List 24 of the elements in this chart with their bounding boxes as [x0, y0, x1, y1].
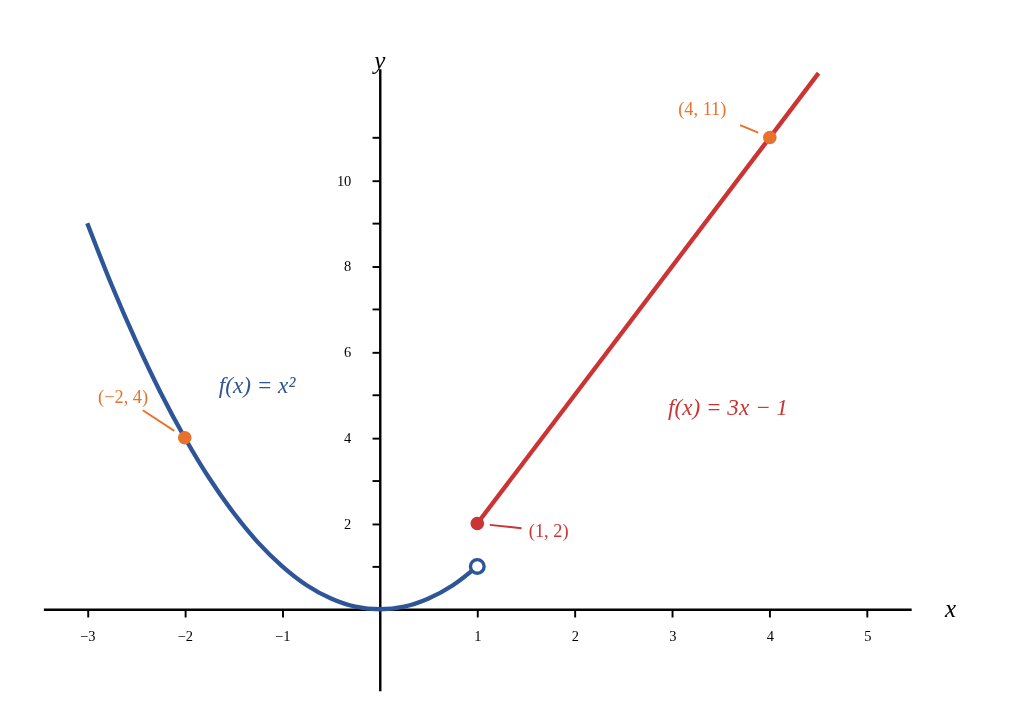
x-tick-label: −3	[80, 627, 96, 644]
point	[468, 557, 486, 575]
y-tick-label: 10	[336, 172, 352, 189]
x-tick-label: 5	[864, 627, 872, 644]
text: f(x) = x²	[218, 372, 297, 399]
point	[177, 430, 192, 445]
x-tick-label: 2	[571, 627, 579, 644]
x-tick-label: 3	[669, 627, 677, 644]
y-tick-label: 4	[344, 430, 352, 447]
x-tick-label: 1	[474, 627, 482, 644]
x-axis-title: x	[943, 595, 957, 622]
y-tick-label: 8	[344, 258, 352, 275]
text: f(x) = 3x − 1	[668, 393, 788, 420]
point	[470, 516, 485, 531]
annotation: (4, 11)	[678, 99, 727, 121]
y-tick-label: 2	[344, 515, 352, 532]
y-tick-label: 6	[344, 344, 352, 361]
annotation: (1, 2)	[528, 521, 569, 542]
x-tick-label: 4	[766, 627, 774, 644]
x-tick-label: −2	[177, 627, 193, 644]
annotation: (−2, 4)	[98, 387, 149, 409]
point	[762, 130, 777, 145]
y-axis-title: y	[371, 46, 387, 74]
x-tick-label: −1	[275, 627, 291, 644]
